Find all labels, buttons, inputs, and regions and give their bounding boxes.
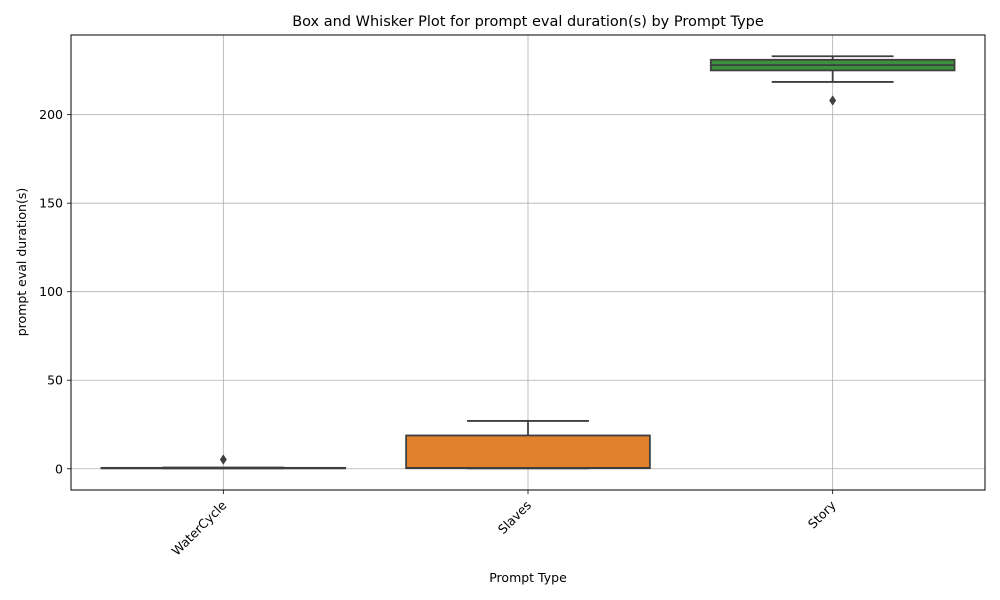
box-series [100,55,956,470]
x-axis-ticks: WaterCycle Slaves Story [169,490,839,558]
x-tick-label: Story [805,497,839,531]
chart-title: Box and Whisker Plot for prompt eval dur… [292,14,764,30]
x-axis-label: Prompt Type [489,570,567,585]
x-tick-label: Slaves [495,498,534,537]
y-tick-label: 200 [39,107,63,122]
outlier-point [829,95,837,106]
x-tick-label: WaterCycle [169,497,230,558]
box-group-slaves [405,420,651,470]
y-tick-label: 100 [39,284,63,299]
grid-lines [71,35,985,490]
outlier-point [219,454,227,465]
y-tick-label: 0 [55,461,63,476]
box-group-story [709,55,956,106]
y-tick-label: 50 [47,373,63,388]
y-tick-label: 150 [39,196,63,211]
box-iqr [405,434,651,470]
box-group-watercycle [100,454,347,470]
y-axis-label: prompt eval duration(s) [14,188,29,337]
y-axis-ticks: 0 50 100 150 200 [39,107,71,476]
